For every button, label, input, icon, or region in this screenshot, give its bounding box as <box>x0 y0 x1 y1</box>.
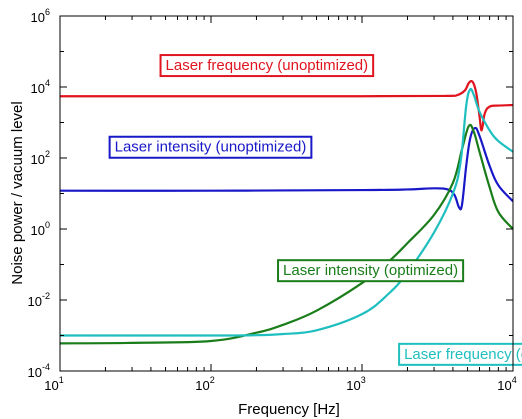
annotation-label: Laser intensity (optimized) <box>283 262 458 279</box>
tick-base: 10 <box>31 152 45 167</box>
annotation-box <box>159 54 375 78</box>
tick-base: 10 <box>31 81 45 96</box>
tick-exponent: 6 <box>45 7 50 17</box>
tick-exponent: 4 <box>45 78 50 88</box>
tick-exponent: 4 <box>512 375 517 385</box>
tick-exponent: -4 <box>42 362 50 372</box>
tick-exponent: 0 <box>45 220 50 230</box>
annotation-4: Laser frequency (optimized) <box>398 342 522 366</box>
annotation-label: Laser intensity (unoptimized) <box>115 139 307 156</box>
tick-exponent: 1 <box>59 375 64 385</box>
annotation-box <box>108 135 313 159</box>
tick-exponent: 3 <box>361 375 366 385</box>
annotation-label: Laser frequency (optimized) <box>404 346 522 363</box>
annotation-box <box>398 342 522 366</box>
x-axis-label: Frequency [Hz] <box>238 401 340 418</box>
tick-exponent: 2 <box>45 149 50 159</box>
tick-base: 10 <box>28 294 42 309</box>
y-tick-label: 102 <box>31 149 50 167</box>
tick-base: 10 <box>31 10 45 25</box>
annotation-1: Laser frequency (unoptimized) <box>159 54 375 78</box>
tick-base: 10 <box>195 378 209 393</box>
annotation-box <box>277 259 465 283</box>
tick-base: 10 <box>28 365 42 380</box>
y-tick-label: 104 <box>31 78 50 96</box>
series-line-4 <box>60 87 513 337</box>
x-tick-label: 101 <box>44 375 63 393</box>
tick-exponent: -2 <box>42 291 50 301</box>
series-annotations: Laser frequency (unoptimized) Laser inten… <box>108 54 522 366</box>
y-tick-label: 100 <box>31 220 50 238</box>
tick-base: 10 <box>497 378 511 393</box>
y-tick-label: 10-2 <box>28 291 50 309</box>
x-tick-label: 104 <box>497 375 516 393</box>
tick-base: 10 <box>31 223 45 238</box>
tick-base: 10 <box>346 378 360 393</box>
tick-exponent: 2 <box>210 375 215 385</box>
tick-base: 10 <box>44 378 58 393</box>
x-tick-label: 102 <box>195 375 214 393</box>
annotation-2: Laser intensity (unoptimized) <box>108 135 313 159</box>
x-tick-label: 103 <box>346 375 365 393</box>
y-tick-label: 10-4 <box>28 362 50 380</box>
series-line-2 <box>60 126 513 211</box>
y-tick-label: 106 <box>31 7 50 25</box>
y-axis-label: Noise power / vacuum level <box>9 101 26 284</box>
series-line-1 <box>60 79 513 132</box>
series-lines <box>60 79 513 345</box>
annotation-label: Laser frequency (unoptimized) <box>166 57 369 74</box>
annotation-3: Laser intensity (optimized) <box>277 259 465 283</box>
